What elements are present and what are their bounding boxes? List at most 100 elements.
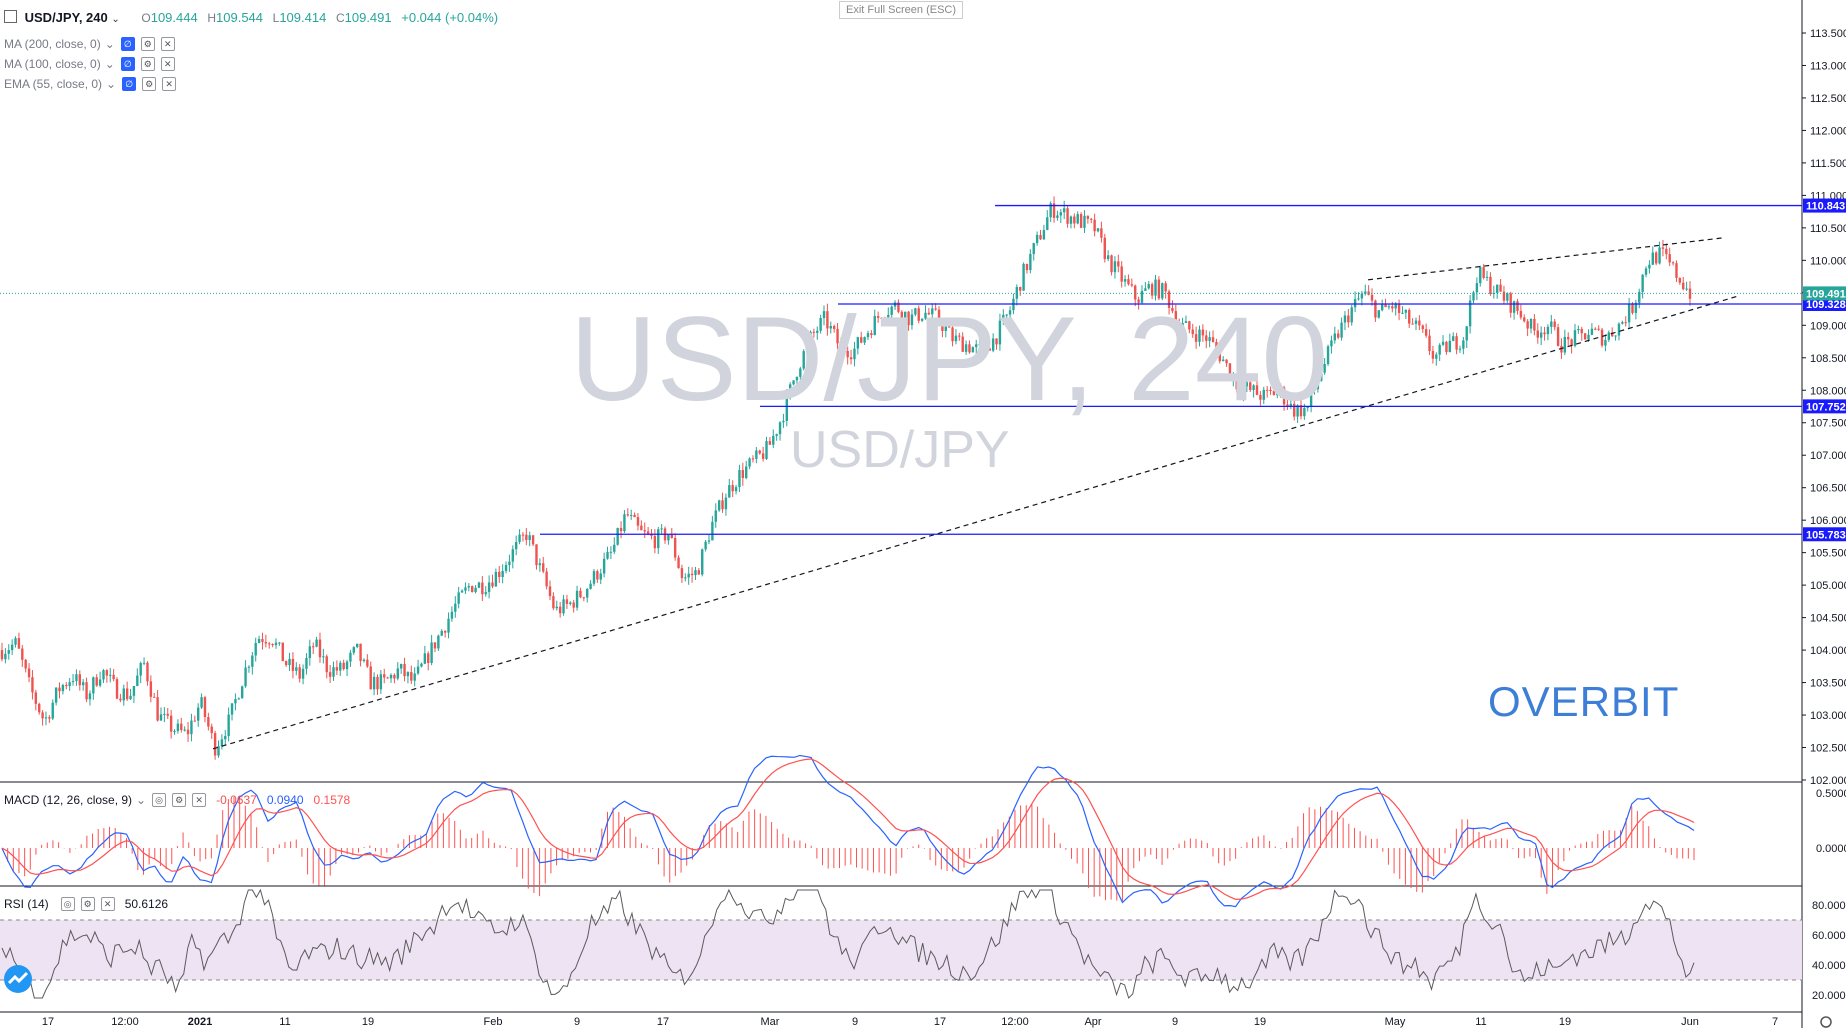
candle-body — [254, 642, 257, 656]
candle-body — [1157, 279, 1161, 299]
candle-body — [802, 351, 805, 369]
symbol-legend[interactable]: USD/JPY, 240 ⌄ O109.444 H109.544 L109.41… — [4, 10, 498, 25]
symbol-title[interactable]: USD/JPY, 240 — [24, 10, 108, 25]
candle-body — [572, 602, 575, 608]
indicator-label[interactable]: MA (100, close, 0) — [4, 57, 101, 71]
close-icon[interactable]: ✕ — [160, 57, 175, 71]
candle-body — [1438, 344, 1441, 355]
candle-body — [599, 573, 602, 580]
candle-body — [1320, 372, 1323, 381]
gear-icon[interactable] — [1820, 1016, 1832, 1028]
settings-icon[interactable]: ⚙ — [80, 897, 95, 911]
candle-body — [1485, 276, 1489, 278]
price-tick-label: 113.000 — [1810, 60, 1846, 72]
indicator-label[interactable]: EMA (55, close, 0) — [4, 77, 103, 91]
candle-body — [1262, 389, 1265, 400]
candle-body — [998, 320, 1002, 345]
candle-body — [535, 544, 538, 566]
candle-body — [210, 726, 213, 734]
candle-body — [934, 308, 937, 310]
chevron-down-icon[interactable]: ⌄ — [104, 57, 115, 71]
candle-body — [799, 368, 802, 377]
candle-body — [146, 662, 149, 682]
candle-body — [927, 312, 931, 315]
candle-body — [183, 729, 186, 731]
indicator-ema55[interactable]: EMA (55, close, 0) ⌄ ∅ ⚙ ✕ — [4, 77, 177, 91]
candle-body — [1252, 385, 1255, 391]
candle-body — [1594, 328, 1597, 330]
candle-body — [1458, 348, 1462, 350]
candle-body — [1631, 303, 1634, 313]
chevron-down-icon[interactable]: ⌄ — [136, 793, 147, 807]
candle-body — [900, 311, 904, 321]
eye-icon[interactable]: ◎ — [60, 897, 75, 911]
eye-icon[interactable]: ∅ — [120, 37, 135, 51]
candle-body — [1309, 390, 1313, 407]
close-icon[interactable]: ✕ — [100, 897, 115, 911]
candle-body — [1492, 292, 1495, 294]
settings-icon[interactable]: ⚙ — [172, 793, 187, 807]
candle-body — [887, 314, 890, 320]
candle-body — [1184, 321, 1188, 323]
low-label: L — [272, 11, 280, 25]
candle-body — [937, 309, 941, 323]
indicator-label[interactable]: MA (200, close, 0) — [4, 37, 101, 51]
settings-icon[interactable]: ⚙ — [140, 57, 155, 71]
candle-body — [586, 588, 589, 598]
settings-icon[interactable]: ⚙ — [142, 77, 157, 91]
indicator-ma100[interactable]: MA (100, close, 0) ⌄ ∅ ⚙ ✕ — [4, 57, 175, 71]
close-icon[interactable]: ✕ — [162, 77, 177, 91]
candle-body — [1306, 406, 1309, 409]
candle-body — [203, 697, 207, 718]
candle-body — [1035, 234, 1039, 244]
time-tick-label: 17 — [657, 1016, 669, 1028]
candle-body — [846, 350, 849, 358]
candle-body — [1002, 314, 1005, 321]
candle-body — [677, 557, 680, 569]
tradingview-logo-icon[interactable] — [4, 965, 32, 993]
rsi-label[interactable]: RSI (14) — [4, 897, 49, 911]
candle-body — [1421, 325, 1424, 330]
eye-icon[interactable]: ∅ — [120, 57, 135, 71]
indicator-ma200[interactable]: MA (200, close, 0) ⌄ ∅ ⚙ ✕ — [4, 37, 175, 51]
price-tick-label: 104.500 — [1810, 613, 1846, 625]
close-icon[interactable]: ✕ — [160, 37, 175, 51]
eye-icon[interactable]: ∅ — [122, 77, 137, 91]
candle-body — [863, 337, 866, 343]
chevron-down-icon[interactable]: ⌄ — [106, 77, 117, 91]
candle-body — [1293, 403, 1296, 417]
candle-body — [457, 592, 460, 604]
menu-icon[interactable] — [4, 10, 17, 23]
candle-body — [4, 653, 7, 660]
candle-body — [883, 318, 887, 320]
candle-body — [1682, 282, 1685, 290]
candle-body — [968, 344, 971, 353]
macd-legend[interactable]: MACD (12, 26, close, 9) ⌄ ◎ ⚙ ✕ -0.0637 … — [4, 793, 350, 807]
candle-body — [251, 655, 254, 667]
candle-body — [1276, 390, 1279, 396]
rsi-band — [0, 920, 1802, 980]
candle-body — [1008, 310, 1012, 315]
candle-body — [51, 702, 54, 719]
eye-icon[interactable]: ◎ — [152, 793, 167, 807]
close-value: 109.491 — [344, 10, 392, 25]
candle-body — [626, 514, 630, 516]
candle-body — [460, 590, 464, 593]
candle-body — [958, 335, 961, 337]
candle-body — [1137, 299, 1140, 303]
candle-body — [704, 541, 707, 550]
macd-label[interactable]: MACD (12, 26, close, 9) — [4, 793, 133, 807]
candle-body — [1519, 310, 1523, 318]
candle-body — [213, 733, 217, 756]
chevron-down-icon[interactable]: ⌄ — [111, 14, 120, 25]
candle-body — [792, 380, 795, 385]
candle-body — [1418, 320, 1421, 326]
close-icon[interactable]: ✕ — [192, 793, 207, 807]
chevron-down-icon[interactable]: ⌄ — [104, 37, 115, 51]
settings-icon[interactable]: ⚙ — [140, 37, 155, 51]
rsi-legend[interactable]: RSI (14) ◎ ⚙ ✕ 50.6126 — [4, 897, 168, 911]
candle-body — [687, 573, 690, 578]
candle-body — [1303, 408, 1306, 417]
exit-fullscreen-button[interactable]: Exit Full Screen (ESC) — [839, 1, 963, 19]
